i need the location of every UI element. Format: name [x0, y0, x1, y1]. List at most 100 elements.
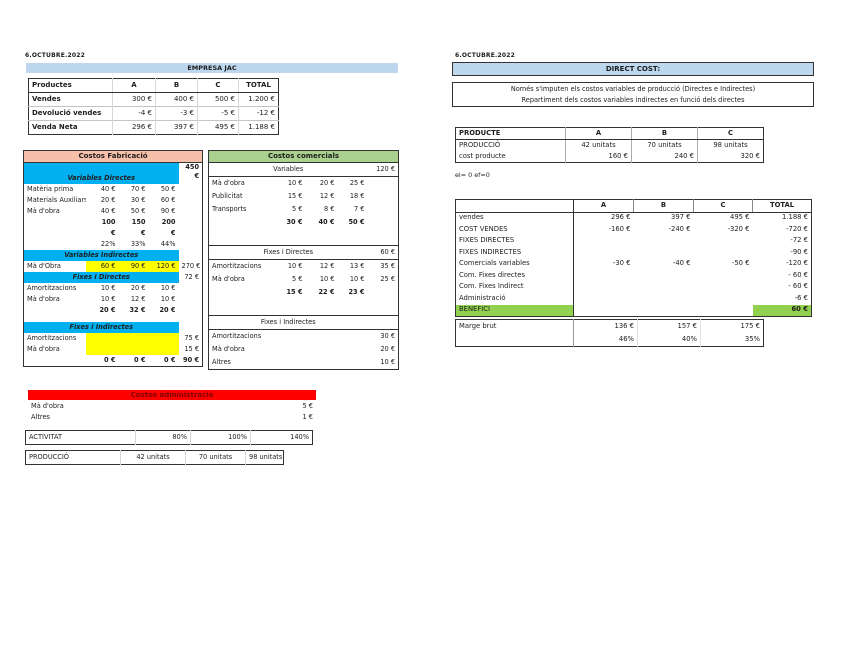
table-cell	[24, 228, 86, 239]
table-row	[209, 229, 399, 246]
table-cell: 46%	[573, 333, 638, 347]
table-cell: 5 €	[302, 401, 314, 410]
table-cell: 10 €	[287, 261, 303, 270]
table-cell: Mà d'obra	[212, 344, 245, 353]
table-cell: 10 €	[160, 283, 176, 292]
table-cell	[24, 239, 86, 250]
table-cell: 7 €	[354, 204, 365, 213]
table-cell: Com. Fixes directes	[455, 270, 574, 282]
table-row: Altres 10 €	[209, 356, 399, 370]
table-row: Mà d'obra 10 € 20 € 25 €	[209, 177, 399, 191]
table-cell	[209, 216, 273, 229]
table-cell: 495 €	[730, 213, 750, 222]
table-row: Altres 1 €	[28, 413, 316, 425]
table-cell: PRODUCTE	[455, 127, 566, 140]
table-cell: 13 €	[349, 261, 365, 270]
ei-ef-note: ei= 0 ef=0	[455, 171, 490, 179]
table-row: Materials Auxiliars 20 € 30 € 60 €	[24, 195, 203, 206]
table-cell	[455, 199, 574, 213]
table-cell: 30 €	[130, 195, 146, 204]
table-cell: 1.188 €	[238, 120, 279, 135]
table-cell: 12 €	[130, 294, 146, 303]
table-cell: 450 €	[185, 163, 200, 180]
table-cell	[118, 333, 149, 344]
table-cell: 1 €	[302, 413, 314, 422]
table-cell	[694, 305, 753, 317]
table-cell: 12 €	[319, 191, 335, 200]
table-cell: 8 €	[324, 204, 335, 213]
table-cell: 60 €	[85, 261, 119, 272]
table-cell	[634, 293, 694, 305]
table-row: A B C TOTAL	[455, 199, 812, 213]
table-row: BENEFICI 60 €	[455, 304, 812, 317]
table-cell: Publicitat	[212, 191, 243, 200]
table-cell: COST VENDES	[455, 224, 574, 236]
costos-administracio-rows: Mà d'obra 5 € Altres 1 €	[28, 401, 316, 424]
table-cell: -240 €	[668, 224, 691, 233]
table-row: Variables Directes 450 €	[23, 162, 203, 184]
table-cell: Fixes i Directes	[208, 245, 368, 260]
produccio-table: PRODUCCIÓ 42 unitats 70 unitats 98 unitats	[25, 450, 284, 465]
table-row: Venda Neta 296 €397 €495 €1.188 €	[28, 120, 279, 135]
table-cell	[179, 184, 203, 195]
table-cell: Mà d'obra	[27, 206, 60, 215]
table-cell: 1.200 €	[238, 92, 279, 107]
table-row: 22% 33% 44%	[24, 239, 203, 250]
table-cell: 0 €	[104, 355, 116, 364]
table-cell: Mà d'obra	[212, 274, 245, 283]
table-cell	[118, 344, 149, 355]
table-cell: 10 €	[287, 178, 303, 187]
table-row: Mà d'obra 20 €	[209, 343, 399, 356]
table-cell	[273, 343, 306, 356]
table-row: Amortitzacions 75 €	[24, 333, 203, 344]
table-cell	[85, 344, 119, 355]
table-cell: 35%	[700, 333, 764, 347]
table-row: Com. Fixes Indirect - 60 €	[455, 281, 812, 294]
table-cell: 10 €	[160, 294, 176, 303]
table-cell	[694, 236, 753, 248]
table-row: Mà d'obra 15 €	[24, 344, 203, 355]
table-row: Amortitzacions 10 € 20 € 10 €	[24, 283, 203, 294]
table-cell: 397 €	[671, 213, 691, 222]
table-row: Productes A B C TOTAL	[28, 78, 279, 93]
table-cell: Altres	[212, 357, 231, 366]
table-cell: 300 €	[112, 92, 156, 107]
table-cell	[634, 282, 694, 294]
table-cell: 150	[131, 217, 146, 226]
table-cell: 20 €	[99, 305, 116, 314]
table-cell: Vendes	[28, 92, 113, 107]
table-row	[209, 299, 399, 316]
table-cell: 240 €	[631, 151, 698, 163]
table-cell: 400 €	[155, 92, 198, 107]
direct-cost-note: Només s'imputen els costos variables de …	[452, 82, 814, 107]
table-cell: 100%	[190, 430, 251, 445]
table-cell: 20 €	[319, 178, 335, 187]
table-row: 30 € 40 € 50 €	[209, 216, 399, 229]
table-cell: 270 €	[181, 261, 201, 270]
table-row: Com. Fixes directes - 60 €	[455, 270, 812, 282]
table-cell: 40 €	[100, 206, 116, 215]
table-cell	[179, 228, 203, 239]
table-cell: A	[565, 127, 632, 140]
table-cell: B	[631, 127, 698, 140]
table-cell: €	[110, 228, 116, 237]
table-cell	[368, 216, 399, 229]
table-cell: 0 €	[164, 355, 176, 364]
table-cell: 44%	[160, 239, 176, 248]
table-cell: vendes	[455, 212, 574, 224]
table-cell: 15 €	[184, 344, 200, 353]
table-row: Fixes i Directes 60 €	[208, 245, 399, 260]
table-cell	[694, 247, 753, 259]
table-cell: 90 €	[160, 206, 176, 215]
table-cell	[179, 305, 203, 316]
table-cell	[179, 217, 203, 228]
table-cell: 75 €	[184, 333, 200, 342]
table-row: vendes 296 € 397 € 495 € 1.188 €	[455, 212, 812, 224]
table-cell: 90 €	[118, 261, 149, 272]
table-row: Marge brut 136 €157 €175 €	[455, 319, 764, 333]
table-cell: 10 €	[319, 274, 335, 283]
table-cell: Devolució vendes	[28, 106, 113, 121]
table-cell	[694, 293, 753, 305]
table-cell: -320 €	[727, 224, 750, 233]
table-cell	[574, 293, 634, 305]
